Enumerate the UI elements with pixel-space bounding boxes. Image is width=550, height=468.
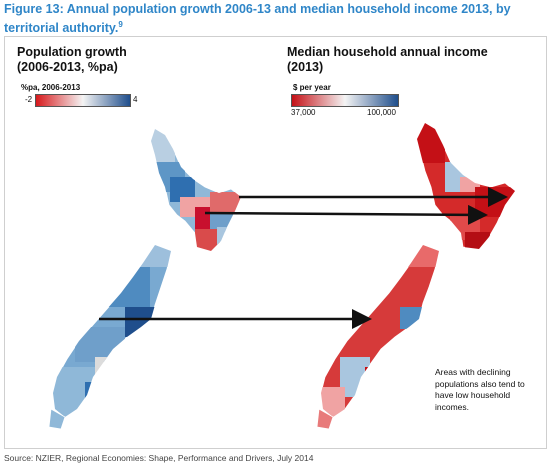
income-north-island xyxy=(416,122,516,250)
caption-text: Figure 13: Annual population growth 2006… xyxy=(4,2,511,36)
population-legend-title: %pa, 2006-2013 xyxy=(21,83,81,92)
median-income-title: Median household annual income (2013) xyxy=(287,45,488,75)
maps-drawing xyxy=(48,122,516,430)
population-growth-title-line2: (2006-2013, %pa) xyxy=(17,60,118,74)
population-legend-bar xyxy=(35,94,131,107)
arrow-central-north-island xyxy=(204,204,488,225)
population-growth-panel: Population growth (2006-2013, %pa) %pa, … xyxy=(5,37,275,448)
caption-footnote-mark: 9 xyxy=(118,20,123,29)
income-legend-min: 37,000 xyxy=(291,108,316,117)
population-growth-map xyxy=(48,128,242,430)
population-north-island xyxy=(150,128,242,252)
population-stewart-island xyxy=(48,408,66,430)
income-south-island xyxy=(320,244,440,418)
median-income-panel: Median household annual income (2013) $ … xyxy=(275,37,545,448)
source-note: Source: NZIER, Regional Economies: Shape… xyxy=(4,453,314,463)
population-south-island xyxy=(52,244,172,418)
population-growth-title: Population growth (2006-2013, %pa) xyxy=(17,45,127,75)
income-legend-title: $ per year xyxy=(293,83,331,92)
annotation-note: Areas with declining populations also te… xyxy=(435,367,525,412)
income-legend-max: 100,000 xyxy=(367,108,396,117)
income-legend-bar xyxy=(291,94,399,107)
population-legend-min: -2 xyxy=(25,95,33,104)
population-growth-title-line1: Population growth xyxy=(17,45,127,59)
income-stewart-island xyxy=(316,408,334,430)
population-legend-max: 4 xyxy=(133,95,138,104)
figure-caption: Figure 13: Annual population growth 2006… xyxy=(4,2,540,36)
median-income-title-line1: Median household annual income xyxy=(287,45,488,59)
median-income-title-line2: (2013) xyxy=(287,60,324,74)
figure-frame: Population growth (2006-2013, %pa) %pa, … xyxy=(4,36,547,449)
